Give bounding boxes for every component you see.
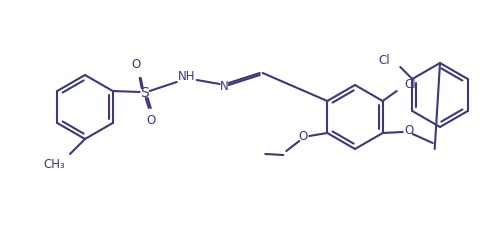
Text: N: N bbox=[220, 81, 229, 94]
Text: CH₃: CH₃ bbox=[43, 158, 65, 171]
Text: Cl: Cl bbox=[405, 79, 416, 92]
Text: O: O bbox=[404, 124, 413, 137]
Text: O: O bbox=[146, 115, 155, 128]
Text: S: S bbox=[140, 86, 149, 100]
Text: O: O bbox=[299, 130, 308, 144]
Text: NH: NH bbox=[178, 70, 195, 83]
Text: O: O bbox=[131, 58, 140, 72]
Text: Cl: Cl bbox=[379, 54, 390, 68]
